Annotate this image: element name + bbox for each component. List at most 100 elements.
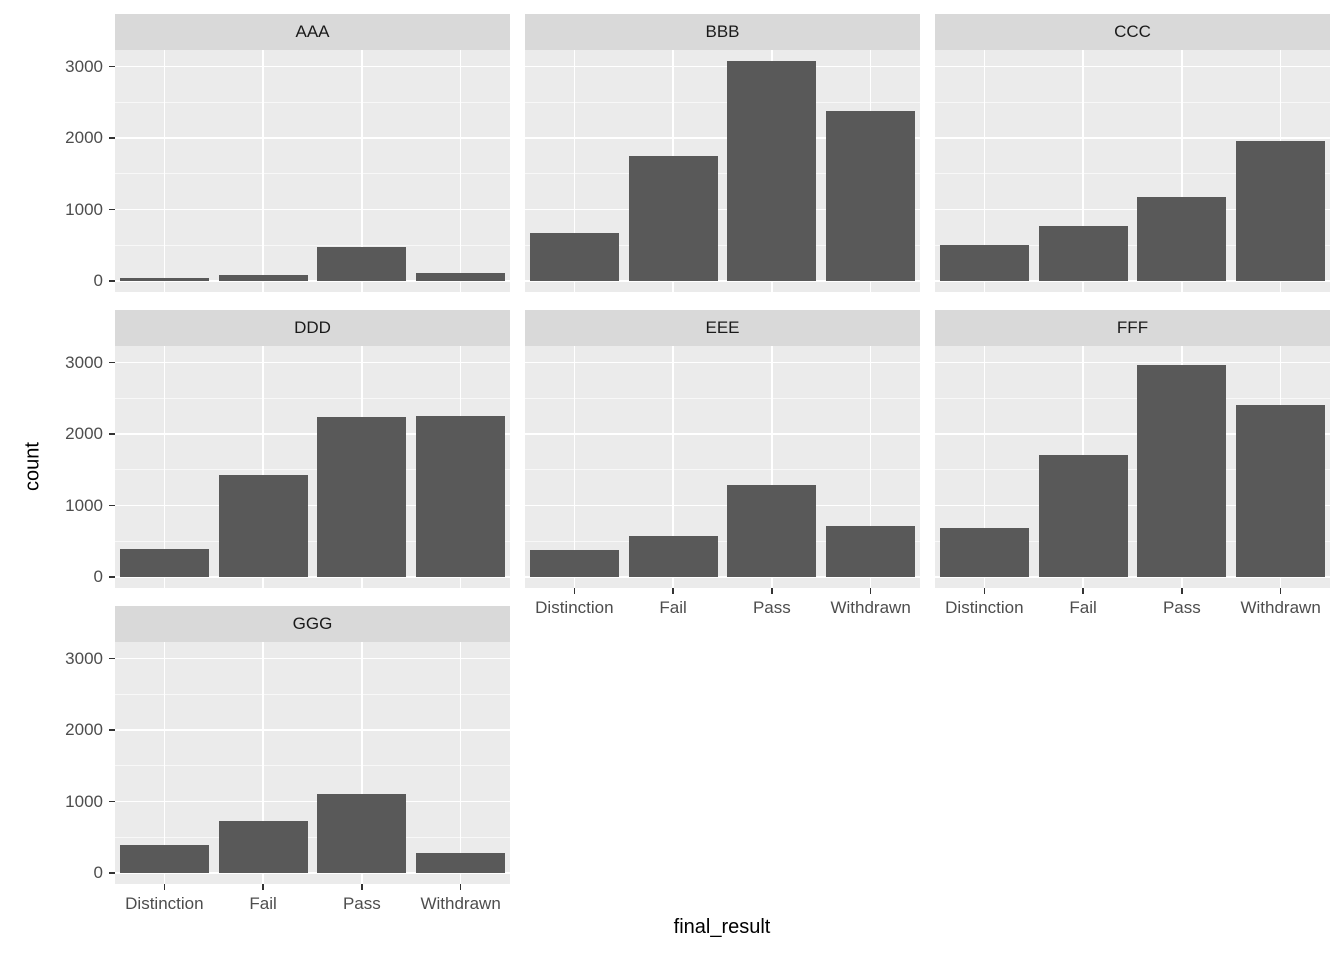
bar-eee-distinction	[529, 549, 619, 577]
gridline-major	[115, 657, 510, 660]
gridline-vertical	[573, 346, 576, 588]
y-tick-label: 3000	[65, 56, 103, 76]
gridline-vertical	[361, 642, 363, 884]
facet-panel-fff	[935, 346, 1330, 588]
gridline-vertical	[163, 50, 166, 292]
bar-ggg-fail	[218, 820, 308, 873]
facet-panel-ddd	[115, 346, 510, 588]
y-tick-mark	[109, 361, 115, 364]
x-tick-mark	[1082, 588, 1084, 594]
x-tick-mark	[573, 588, 576, 594]
x-tick-mark	[983, 588, 986, 594]
gridline-major	[115, 65, 510, 68]
facet-strip-fff: FFF	[935, 310, 1330, 346]
facet-panel-ggg	[115, 642, 510, 884]
gridline-minor	[115, 469, 510, 471]
gridline-major	[115, 137, 510, 139]
gridline-major	[935, 504, 1330, 507]
y-tick-mark	[109, 208, 115, 211]
gridline-minor	[525, 540, 920, 542]
y-tick-mark	[109, 504, 115, 507]
x-tick-label-pass: Pass	[342, 894, 381, 913]
bar-ddd-distinction	[119, 549, 209, 577]
x-tick-label-pass: Pass	[1162, 598, 1201, 617]
gridline-vertical	[459, 50, 462, 292]
x-tick-label-withdrawn: Withdrawn	[420, 894, 501, 913]
gridline-vertical	[361, 50, 363, 292]
y-tick-label: 3000	[65, 352, 103, 372]
gridline-minor	[115, 244, 510, 246]
gridline-minor	[115, 173, 510, 175]
gridline-major	[525, 361, 920, 364]
x-tick-mark	[163, 884, 166, 890]
gridline-major	[525, 137, 920, 139]
gridline-vertical	[163, 346, 166, 588]
bar-fff-distinction	[939, 527, 1029, 577]
gridline-major	[525, 433, 920, 435]
x-tick-mark	[459, 884, 462, 890]
bar-ddd-pass	[317, 417, 407, 577]
bar-fff-pass	[1137, 364, 1227, 577]
x-tick-label-distinction: Distinction	[535, 598, 614, 617]
facet-panel-aaa	[115, 50, 510, 292]
bar-ddd-withdrawn	[416, 416, 506, 577]
x-tick-label-distinction: Distinction	[945, 598, 1024, 617]
x-tick-mark	[361, 884, 363, 890]
y-tick-mark	[109, 280, 115, 282]
bar-ccc-pass	[1137, 197, 1227, 281]
bar-fff-fail	[1038, 454, 1128, 577]
facet-panel-eee	[525, 346, 920, 588]
y-tick-mark	[109, 872, 115, 874]
y-tick-label: 0	[93, 271, 103, 290]
y-tick-mark	[109, 576, 115, 578]
bar-bbb-distinction	[529, 233, 619, 281]
y-tick-label: 2000	[65, 720, 103, 740]
gridline-major	[115, 361, 510, 364]
gridline-vertical	[1082, 50, 1084, 292]
x-tick-mark	[1279, 588, 1282, 594]
gridline-major	[115, 433, 510, 435]
y-tick-label: 2000	[65, 128, 103, 148]
x-axis-title: final_result	[673, 916, 771, 938]
gridline-major	[935, 361, 1330, 364]
x-tick-label-fail: Fail	[659, 598, 687, 617]
facet-strip-eee: EEE	[525, 310, 920, 346]
gridline-major	[115, 504, 510, 507]
gridline-minor	[115, 836, 510, 838]
gridline-minor	[115, 765, 510, 767]
gridline-major	[935, 137, 1330, 139]
bar-ggg-pass	[317, 793, 407, 873]
gridline-minor	[525, 244, 920, 246]
x-tick-label-pass: Pass	[752, 598, 791, 617]
bar-ccc-distinction	[939, 245, 1029, 281]
y-tick-label: 1000	[65, 791, 103, 811]
gridline-minor	[525, 101, 920, 103]
gridline-major	[935, 208, 1330, 211]
gridline-vertical	[262, 346, 264, 588]
gridline-minor	[525, 173, 920, 175]
x-tick-mark	[869, 588, 872, 594]
gridline-major	[935, 433, 1330, 435]
gridline-major	[115, 729, 510, 731]
gridline-minor	[115, 101, 510, 103]
gridline-vertical	[262, 642, 264, 884]
bar-ccc-fail	[1038, 226, 1128, 281]
gridline-minor	[115, 540, 510, 542]
bar-eee-fail	[628, 536, 718, 577]
facet-strip-bbb: BBB	[525, 14, 920, 50]
bar-bbb-withdrawn	[826, 111, 916, 281]
gridline-major	[115, 208, 510, 211]
gridline-major	[525, 208, 920, 211]
gridline-vertical	[262, 50, 264, 292]
gridline-vertical	[983, 346, 986, 588]
bar-aaa-fail	[218, 274, 308, 281]
facet-strip-ccc: CCC	[935, 14, 1330, 50]
gridline-major	[935, 280, 1330, 282]
gridline-vertical	[163, 642, 166, 884]
gridline-minor	[935, 469, 1330, 471]
x-tick-label-withdrawn: Withdrawn	[1240, 598, 1321, 617]
bar-ggg-withdrawn	[416, 853, 506, 873]
bar-fff-withdrawn	[1236, 404, 1326, 577]
bar-ccc-withdrawn	[1236, 141, 1326, 281]
gridline-vertical	[1181, 50, 1183, 292]
